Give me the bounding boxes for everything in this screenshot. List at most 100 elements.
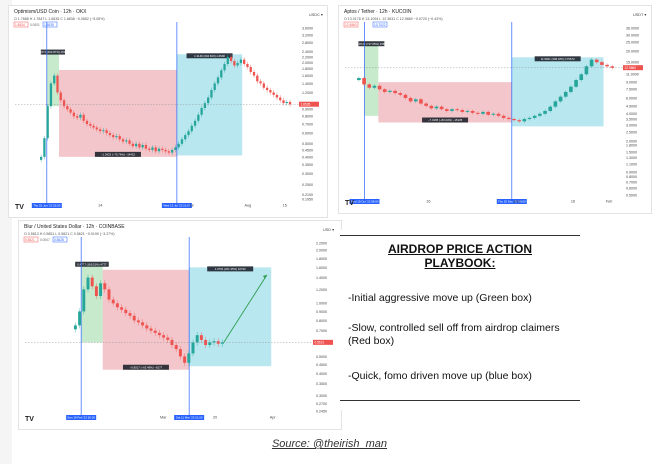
candle-body	[522, 119, 527, 122]
candle-body	[243, 59, 246, 64]
candle-body	[382, 89, 387, 92]
y-tick-label: 1.1000	[626, 163, 637, 167]
blue-measure-tag	[534, 56, 581, 62]
last-price-tag	[313, 339, 333, 345]
candle-body	[187, 353, 191, 363]
candle-body	[195, 335, 199, 343]
candle-body	[157, 148, 161, 152]
candle-body	[262, 83, 265, 88]
candle-body	[259, 81, 262, 84]
chart-svg-optimism: O 1.7688 H 1.7847 L 1.6835 C 1.6836 −0.0…	[13, 13, 323, 211]
candle-body	[199, 335, 203, 340]
red-measure-tag	[122, 364, 169, 370]
y-tick-label: 1.5000	[626, 151, 637, 155]
candle-body	[76, 116, 79, 118]
date-marker-label: Thu 02 Jun '22 02:00	[33, 204, 60, 208]
candle-body	[118, 136, 121, 140]
candle-body	[102, 130, 105, 132]
y-tick-label: 0.7000	[626, 180, 637, 184]
y-tick-label: 0.2450	[316, 409, 327, 413]
candle-body	[481, 111, 485, 114]
y-tick-label: 1.0000	[316, 302, 327, 306]
price-box-buy-text: 1.6535	[44, 23, 54, 27]
date-marker-label: Sat 11 Mar '23 21:00	[176, 416, 203, 420]
price-box-sell-text: 0.5621	[25, 238, 35, 242]
y-tick-label: 0.8000	[316, 319, 327, 323]
green-box	[364, 42, 379, 116]
y-tick-label: 20.0000	[626, 49, 639, 53]
last-price-tag	[623, 65, 643, 71]
y-tick-label: 15.0000	[626, 61, 639, 65]
red-measure-label: −1.3423 (−75.76%) −14432	[101, 152, 136, 156]
date-marker-label: Thu 29 Dec '22 08:00	[498, 200, 526, 204]
candle-body	[605, 64, 609, 67]
y-tick-label: 3.0000	[626, 123, 637, 127]
playbook-title: AIRDROP PRICE ACTION PLAYBOOK:	[340, 242, 580, 270]
candle-body	[548, 106, 553, 111]
candle-body	[239, 59, 243, 64]
y-tick-label: 1.2000	[316, 288, 327, 292]
candle-body	[574, 80, 578, 87]
candle-body	[216, 77, 220, 84]
y-tick-label: 2.0000	[302, 61, 313, 65]
chart-title: Optimism/USD Coin · 12h · OKX	[14, 9, 87, 15]
candle-body	[538, 113, 542, 116]
chart-title: Aptos / Tether · 12h · KUCOIN	[344, 9, 412, 15]
projection-arrow	[223, 274, 268, 343]
candle-body	[403, 94, 408, 98]
y-tick-label: 30.0000	[626, 34, 639, 38]
candle-body	[43, 138, 46, 157]
candle-body	[59, 92, 62, 101]
candle-body	[111, 299, 115, 304]
last-price-label: 1.6535	[301, 103, 311, 107]
y-tick-label: 0.8000	[626, 175, 637, 179]
y-tick-label: 0.1950	[302, 197, 313, 201]
x-tick-label: Dec	[514, 200, 521, 204]
candle-body	[183, 356, 187, 363]
candle-body	[455, 109, 459, 111]
candle-body	[512, 119, 516, 121]
ohlc-readout: O 1.7688 H 1.7847 L 1.6835 C 1.6836 −0.0…	[14, 17, 105, 21]
y-tick-label: 0.2500	[302, 183, 313, 187]
y-tick-label: 2.8000	[302, 41, 313, 45]
y-tick-label: 0.4000	[302, 155, 313, 159]
candle-body	[148, 148, 151, 150]
candle-body	[272, 92, 275, 95]
x-tick-label: Aug	[244, 204, 251, 208]
y-tick-label: 2.5000	[626, 131, 637, 135]
candle-body	[154, 147, 157, 152]
candle-body	[145, 325, 149, 329]
candle-body	[174, 147, 177, 150]
y-tick-label: 0.3000	[316, 394, 327, 398]
date-marker-tag	[161, 203, 192, 208]
ohlc-readout: O 0.5813 H 0.5851 L 0.5621 C 0.5621 −0.0…	[24, 232, 115, 236]
candle-body	[465, 110, 470, 112]
date-marker-label: Sun 19 Feb '23 20:00	[67, 416, 95, 420]
candle-body	[149, 328, 153, 331]
candle-body	[543, 110, 547, 114]
candle-body	[187, 131, 190, 136]
y-tick-label: 0.9000	[316, 310, 327, 314]
candle-body	[174, 345, 178, 350]
candle-body	[193, 120, 197, 126]
candle-body	[191, 342, 195, 354]
candle-body	[144, 144, 148, 149]
playbook-item-red: -Slow, controlled sell off from airdrop …	[348, 322, 560, 347]
candle-body	[285, 101, 288, 104]
candle-body	[496, 113, 501, 116]
playbook-title-line2: PLAYBOOK:	[424, 256, 496, 270]
candle-body	[527, 117, 532, 120]
blue-box	[176, 54, 243, 156]
candle-body	[212, 341, 216, 343]
price-box-buy-text: 0.5628	[54, 238, 64, 242]
candle-body	[207, 97, 210, 104]
candle-body	[439, 106, 444, 110]
y-tick-label: 3.2000	[302, 33, 313, 37]
y-tick-label: 0.4500	[302, 148, 313, 152]
candle-body	[79, 114, 82, 118]
last-price-tag	[299, 101, 319, 107]
red-box	[102, 269, 190, 370]
blue-box	[189, 267, 272, 367]
red-measure-tag	[94, 151, 141, 157]
candle-body	[66, 106, 69, 110]
